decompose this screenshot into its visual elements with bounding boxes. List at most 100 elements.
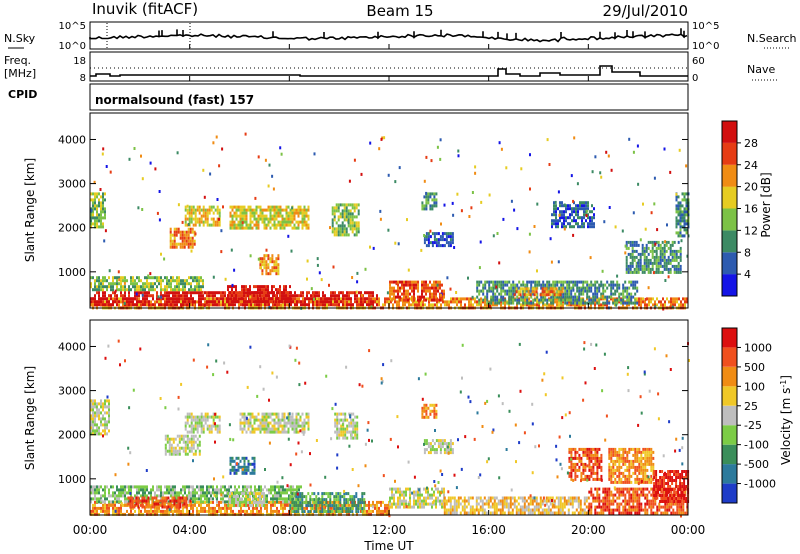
range-cell bbox=[156, 276, 158, 280]
range-cell bbox=[337, 209, 340, 213]
range-cell bbox=[284, 491, 286, 495]
range-cell bbox=[372, 300, 374, 304]
range-cell bbox=[104, 509, 106, 513]
range-cell bbox=[140, 279, 142, 283]
range-cell bbox=[92, 210, 94, 214]
range-cell bbox=[622, 283, 625, 287]
range-cell bbox=[137, 505, 140, 509]
freq-tick-bottom: 8 bbox=[80, 73, 86, 84]
range-cell bbox=[354, 300, 356, 304]
range-cell bbox=[185, 496, 188, 500]
range-cell bbox=[124, 491, 126, 495]
range-cell bbox=[651, 255, 654, 259]
range-cell bbox=[227, 300, 229, 304]
scatter-cell bbox=[221, 147, 224, 151]
range-cell bbox=[169, 499, 172, 503]
range-cell bbox=[656, 297, 658, 301]
range-cell bbox=[263, 208, 266, 212]
scatter-cell bbox=[636, 144, 639, 148]
range-cell bbox=[494, 286, 497, 290]
range-cell bbox=[259, 285, 261, 289]
range-cell bbox=[266, 494, 268, 498]
range-cell bbox=[136, 494, 138, 498]
range-cell bbox=[185, 233, 188, 237]
range-cell bbox=[275, 272, 278, 276]
range-cell bbox=[550, 283, 553, 287]
scatter-cell bbox=[550, 260, 553, 264]
range-cell bbox=[287, 223, 290, 227]
range-cell bbox=[324, 500, 326, 504]
scatter-cell bbox=[436, 283, 439, 287]
range-cell bbox=[568, 295, 571, 299]
range-cell bbox=[154, 512, 156, 516]
range-cell bbox=[279, 214, 282, 218]
scatter-cell bbox=[318, 271, 321, 275]
range-cell bbox=[641, 243, 644, 247]
range-cell bbox=[382, 303, 384, 307]
range-cell bbox=[96, 500, 98, 504]
scatter-cell bbox=[212, 275, 215, 279]
range-cell bbox=[490, 280, 493, 284]
range-cell bbox=[553, 204, 555, 208]
range-cell bbox=[216, 300, 218, 304]
range-cell bbox=[484, 283, 487, 287]
range-cell bbox=[333, 230, 336, 234]
range-cell bbox=[202, 223, 205, 227]
range-cell bbox=[194, 300, 196, 304]
range-cell bbox=[372, 294, 374, 298]
range-cell bbox=[297, 226, 300, 230]
range-cell bbox=[186, 291, 188, 295]
range-cell bbox=[161, 496, 164, 500]
range-cell bbox=[362, 303, 364, 307]
range-cell bbox=[196, 497, 198, 501]
range-cell bbox=[504, 283, 507, 287]
range-cell bbox=[492, 289, 495, 293]
range-cell bbox=[130, 494, 132, 498]
range-cell bbox=[520, 298, 523, 302]
range-cell bbox=[102, 506, 104, 510]
range-cell bbox=[427, 244, 430, 248]
range-cell bbox=[272, 512, 274, 516]
range-cell bbox=[106, 279, 108, 283]
range-cell bbox=[604, 289, 607, 293]
nave-tick-top: 60 bbox=[692, 56, 705, 67]
range-cell bbox=[633, 240, 636, 244]
range-cell bbox=[208, 506, 210, 510]
range-cell bbox=[644, 300, 646, 304]
scatter-cell bbox=[425, 155, 428, 159]
range-cell bbox=[186, 208, 189, 212]
range-cell bbox=[265, 260, 268, 264]
range-cell bbox=[291, 214, 294, 218]
range-cell bbox=[173, 239, 176, 243]
range-cell bbox=[188, 491, 190, 495]
range-cell bbox=[667, 255, 670, 259]
range-cell bbox=[431, 232, 434, 236]
range-cell bbox=[553, 201, 555, 205]
range-cell bbox=[279, 223, 282, 227]
range-cell bbox=[204, 491, 206, 495]
range-cell bbox=[285, 217, 288, 221]
range-cell bbox=[558, 295, 561, 299]
range-cell bbox=[281, 217, 284, 221]
range-cell bbox=[560, 286, 563, 290]
range-cell bbox=[188, 503, 190, 507]
range-cell bbox=[289, 285, 291, 289]
range-cell bbox=[622, 295, 625, 299]
range-cell bbox=[98, 485, 100, 489]
range-cell bbox=[582, 292, 585, 296]
range-cell bbox=[196, 288, 198, 292]
range-cell bbox=[331, 218, 334, 222]
range-cell bbox=[431, 244, 434, 248]
range-cell bbox=[254, 303, 256, 307]
range-cell bbox=[332, 294, 334, 298]
range-cell bbox=[271, 214, 274, 218]
range-cell bbox=[270, 485, 272, 489]
range-cell bbox=[244, 512, 246, 516]
range-cell bbox=[224, 291, 226, 295]
range-cell bbox=[191, 239, 194, 243]
range-cell bbox=[202, 297, 204, 301]
range-cell bbox=[168, 294, 170, 298]
range-cell bbox=[191, 245, 194, 249]
range-cell bbox=[170, 494, 172, 498]
range-cell bbox=[198, 285, 200, 289]
